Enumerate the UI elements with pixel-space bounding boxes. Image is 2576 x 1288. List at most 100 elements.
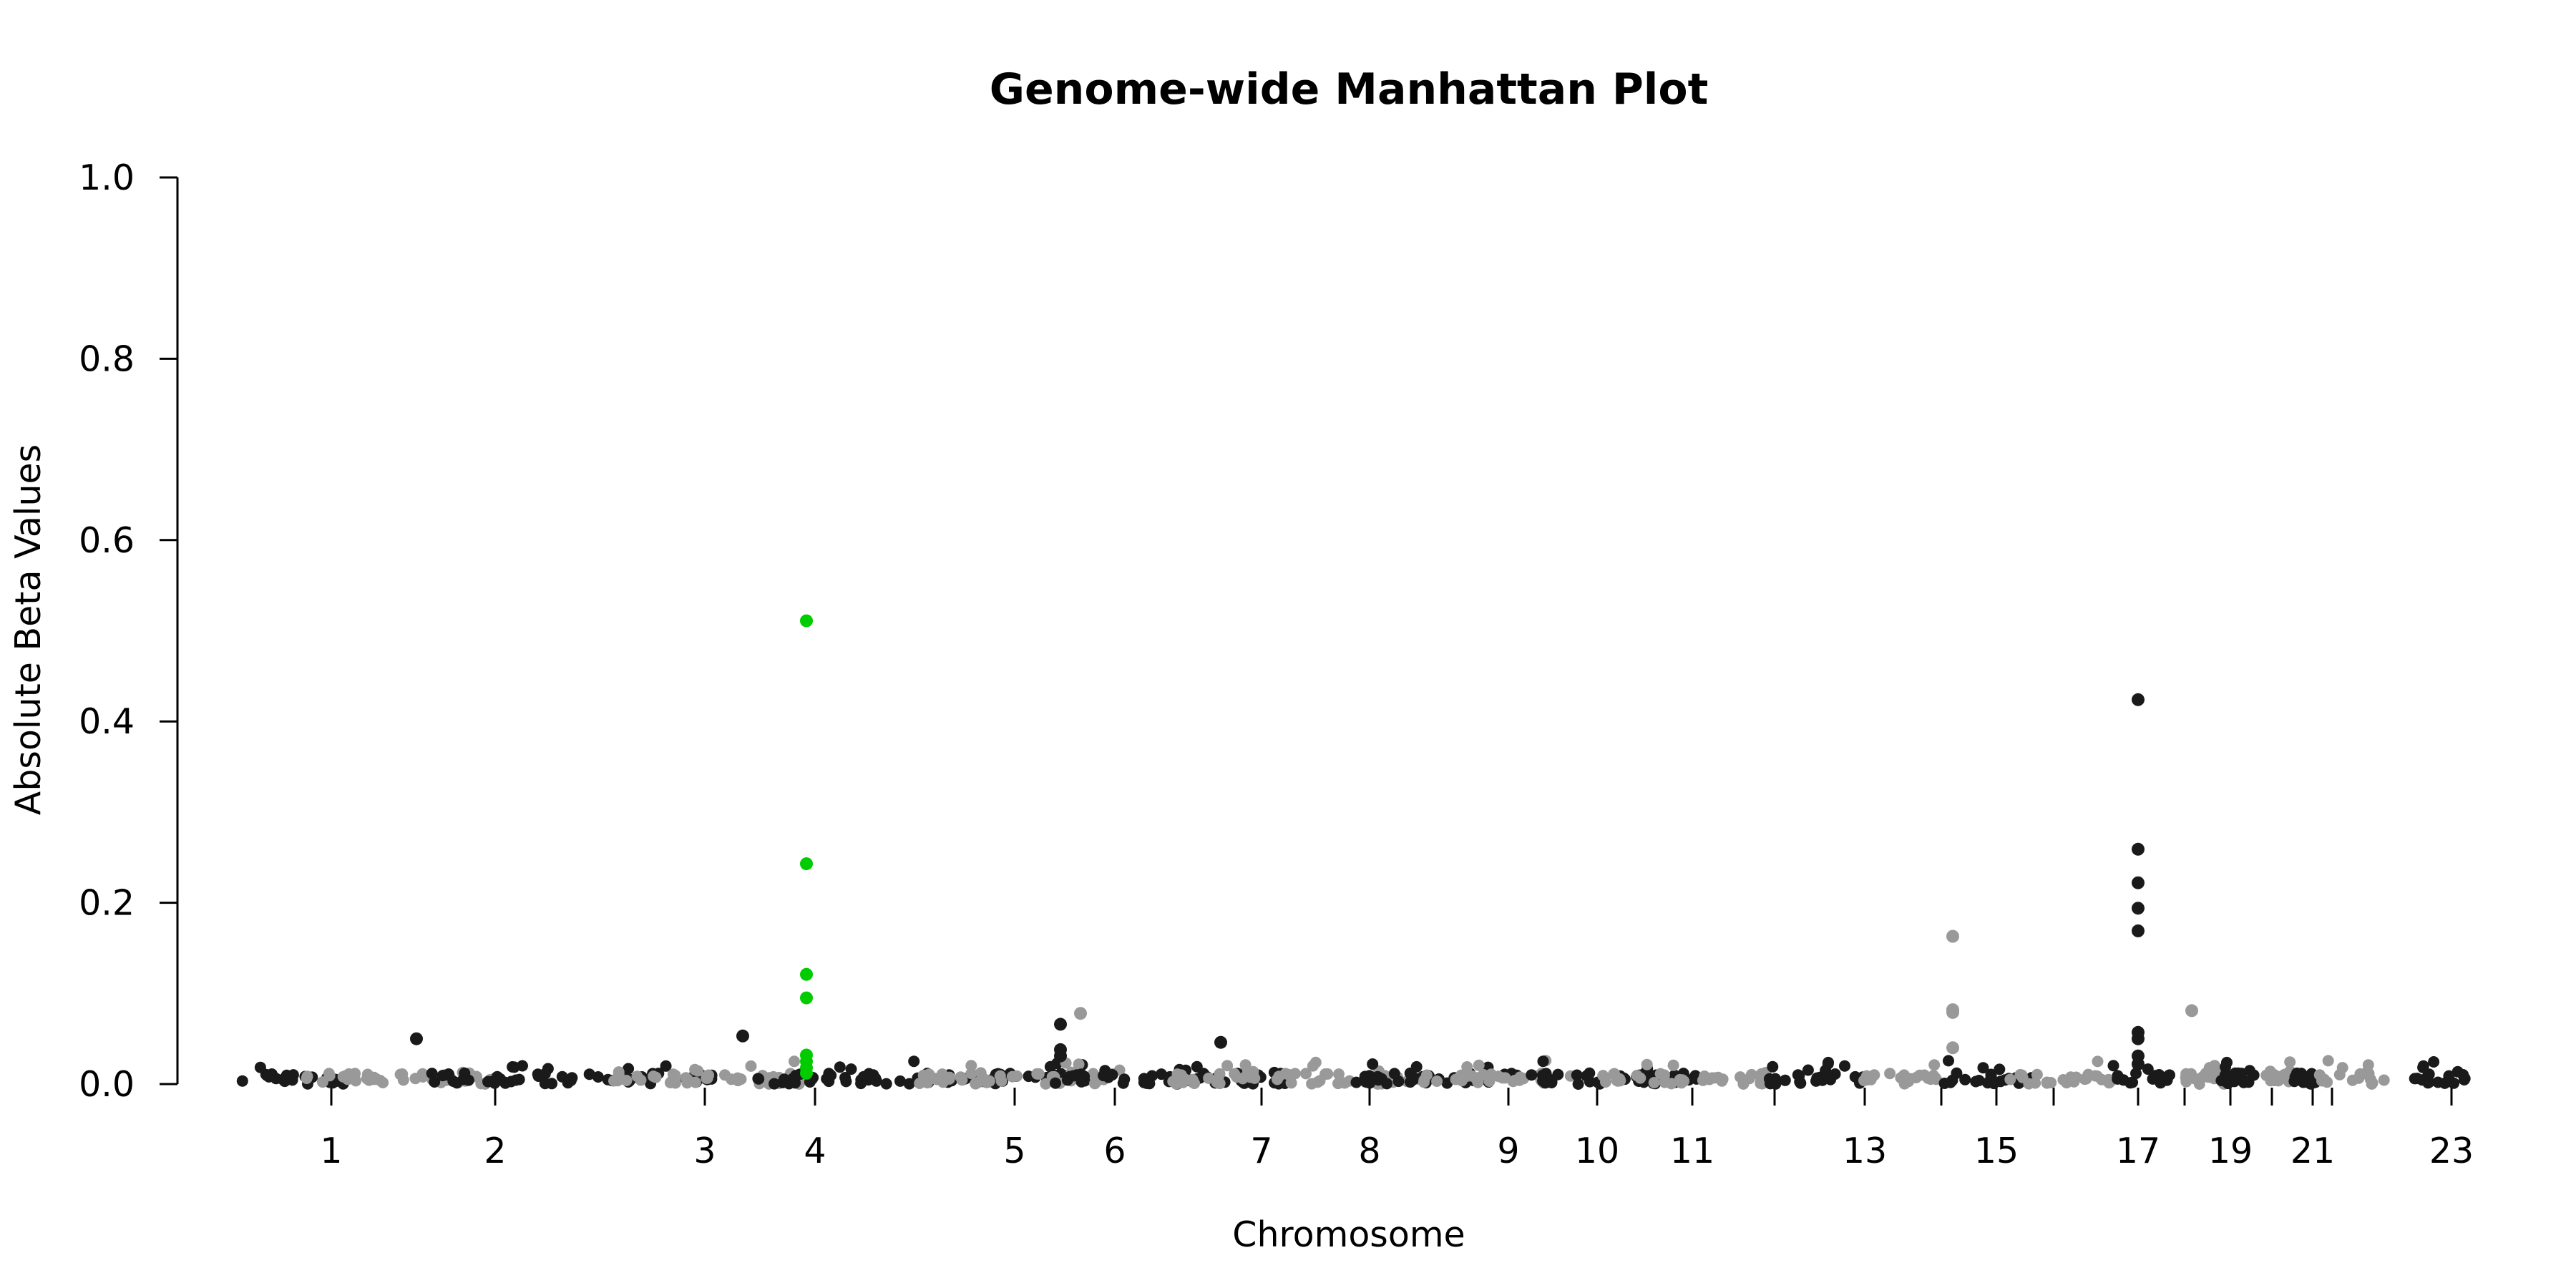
- snp-point: [2284, 1056, 2296, 1068]
- snp-point: [1418, 1074, 1430, 1086]
- y-tick-label: 1.0: [79, 157, 135, 198]
- snp-point: [1928, 1070, 1940, 1082]
- snp-point: [2321, 1076, 2333, 1088]
- snp-point: [1946, 1074, 1958, 1086]
- peak-point: [2132, 902, 2145, 915]
- snp-point: [2150, 1070, 2162, 1082]
- peak-point: [2185, 1004, 2198, 1018]
- snp-point: [1994, 1063, 2006, 1075]
- x-tick-label: 2: [484, 1131, 506, 1171]
- snp-point: [2423, 1076, 2435, 1088]
- snp-point: [1350, 1076, 1362, 1088]
- snp-point: [459, 1067, 471, 1079]
- snp-point: [1526, 1069, 1538, 1081]
- snp-point: [562, 1077, 574, 1089]
- snp-point: [908, 1055, 920, 1068]
- snp-point: [416, 1068, 429, 1080]
- snp-point: [1359, 1070, 1371, 1083]
- snp-point: [2270, 1071, 2283, 1083]
- snp-point: [2411, 1073, 2423, 1085]
- snp-point: [1654, 1068, 1667, 1080]
- snp-point: [1552, 1068, 1564, 1080]
- peak-point: [1054, 1018, 1067, 1031]
- snp-point: [944, 1071, 956, 1083]
- snp-point: [845, 1063, 857, 1075]
- x-tick-label: 5: [1003, 1131, 1025, 1171]
- snp-point: [2417, 1060, 2429, 1072]
- y-tick-label: 0.0: [79, 1064, 135, 1105]
- snp-point: [1408, 1072, 1420, 1084]
- snp-point: [1307, 1060, 1319, 1072]
- snp-point: [956, 1074, 968, 1086]
- snp-point: [2016, 1069, 2028, 1081]
- snp-point: [1839, 1060, 1850, 1072]
- snp-point: [862, 1074, 874, 1086]
- x-tick-label: 17: [2116, 1131, 2160, 1171]
- snp-point: [1322, 1068, 1334, 1080]
- snp-point: [2428, 1056, 2440, 1068]
- snp-point: [1367, 1058, 1379, 1070]
- snp-point: [620, 1075, 633, 1086]
- snp-point: [732, 1075, 744, 1087]
- y-tick-label: 0.2: [79, 883, 135, 924]
- snp-point: [1641, 1058, 1653, 1070]
- snp-point: [2180, 1075, 2192, 1088]
- snp-point: [507, 1061, 519, 1073]
- snp-point: [397, 1074, 409, 1086]
- snp-point: [1767, 1060, 1779, 1073]
- peak-point: [2132, 842, 2145, 856]
- chart-title: Genome-wide Manhattan Plot: [990, 64, 1709, 114]
- snp-point: [1699, 1070, 1710, 1082]
- snp-point: [2366, 1078, 2378, 1090]
- snp-point: [668, 1076, 680, 1088]
- snp-point: [623, 1063, 635, 1075]
- snp-point: [1823, 1056, 1834, 1068]
- peak-point: [1946, 1041, 1959, 1055]
- snp-point: [1006, 1070, 1018, 1083]
- peak-point: [800, 1066, 813, 1080]
- x-axis-label: Chromosome: [1232, 1214, 1465, 1255]
- snp-point: [660, 1060, 672, 1072]
- snp-point: [532, 1070, 545, 1082]
- snp-point: [2107, 1060, 2119, 1072]
- snp-point: [1300, 1068, 1312, 1080]
- snp-point: [1667, 1059, 1679, 1071]
- snp-point: [1073, 1058, 1085, 1070]
- snp-point: [1537, 1075, 1549, 1087]
- snp-point: [1829, 1068, 1841, 1080]
- snp-point: [350, 1075, 362, 1087]
- x-tick-label: 19: [2208, 1131, 2253, 1171]
- snp-point: [2004, 1073, 2016, 1085]
- snp-point: [839, 1072, 852, 1083]
- snp-point: [903, 1078, 915, 1090]
- snp-point: [1849, 1070, 1861, 1083]
- snp-point: [1884, 1068, 1896, 1080]
- snp-point: [1597, 1070, 1609, 1082]
- snp-point: [1977, 1062, 1989, 1074]
- peak-point: [2132, 1058, 2145, 1071]
- snp-point: [1745, 1068, 1757, 1080]
- peak-point: [2132, 876, 2145, 889]
- snp-point: [1648, 1077, 1660, 1088]
- snp-point: [1078, 1070, 1091, 1083]
- snp-point: [1050, 1077, 1061, 1089]
- snp-point: [1928, 1059, 1941, 1071]
- snp-point: [613, 1066, 625, 1078]
- snp-point: [1332, 1078, 1344, 1090]
- snp-point: [680, 1072, 692, 1084]
- snp-point: [769, 1078, 780, 1090]
- snp-point: [689, 1063, 701, 1075]
- x-tick-label: 9: [1497, 1131, 1519, 1171]
- snp-point: [894, 1075, 906, 1087]
- snp-point: [965, 1060, 977, 1072]
- snp-point: [1283, 1068, 1294, 1080]
- snp-point: [287, 1069, 299, 1081]
- snp-point: [1186, 1073, 1199, 1085]
- peak-point: [800, 614, 813, 628]
- snp-point: [823, 1075, 835, 1088]
- snp-point: [789, 1077, 801, 1089]
- snp-point: [236, 1075, 248, 1087]
- snp-point: [1755, 1070, 1767, 1083]
- snp-point: [1571, 1069, 1583, 1081]
- snp-point: [2061, 1077, 2073, 1089]
